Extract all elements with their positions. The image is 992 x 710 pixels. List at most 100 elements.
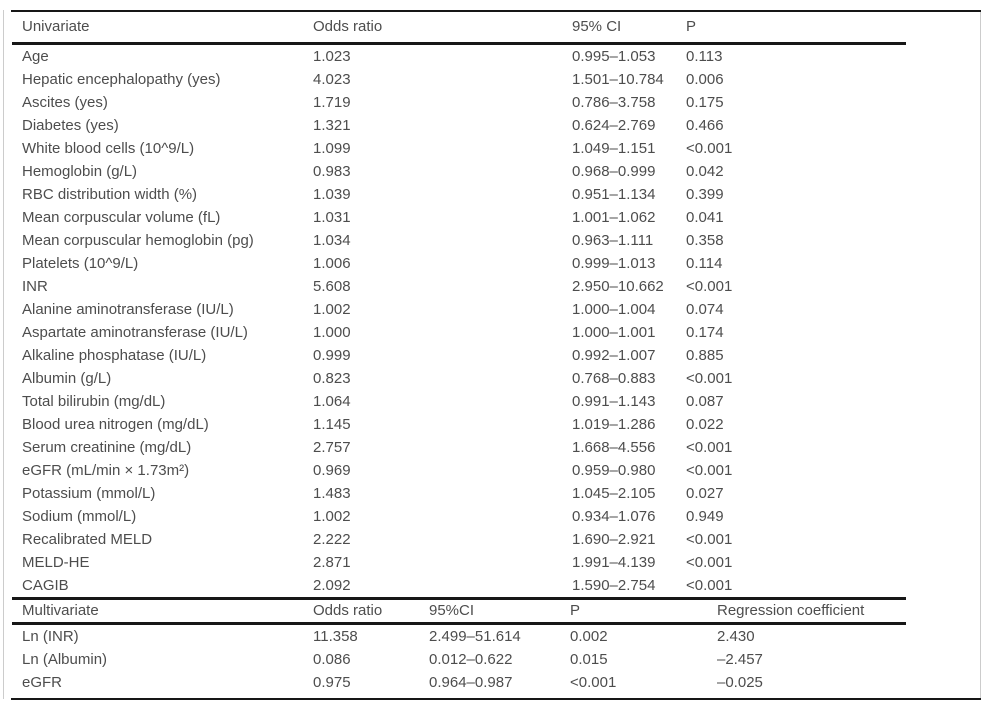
ci-cell: 0.963–1.111 <box>572 232 654 249</box>
multivariate-header-row: Multivariate Odds ratio 95%CI P Regression c… <box>11 600 981 622</box>
table-row: Sodium (mmol/L) 1.002 0.934–1.076 0.949 <box>11 505 981 528</box>
odds-ratio-cell: 1.000 <box>313 324 351 341</box>
regression-coefficient-cell: –2.457 <box>717 651 763 668</box>
table-row: CAGIB 2.092 1.590–2.754 <0.001 <box>11 574 981 597</box>
ci-cell: 0.786–3.758 <box>572 94 656 111</box>
variable-cell: Total bilirubin (mg/dL) <box>22 393 166 410</box>
p-value-cell: 0.113 <box>686 48 723 65</box>
ci-cell: 2.499–51.614 <box>429 628 521 645</box>
odds-ratio-cell: 1.719 <box>313 94 351 111</box>
p-value-cell: <0.001 <box>686 439 733 456</box>
variable-cell: Alanine aminotransferase (IU/L) <box>22 301 234 318</box>
table-row: eGFR 0.975 0.964–0.987 <0.001 –0.025 <box>11 671 981 694</box>
ci-cell: 0.959–0.980 <box>572 462 656 479</box>
table-row: Alanine aminotransferase (IU/L) 1.002 1.00… <box>11 298 981 321</box>
ci-cell: 0.995–1.053 <box>572 48 656 65</box>
variable-cell: Albumin (g/L) <box>22 370 112 387</box>
variable-cell: CAGIB <box>22 577 69 594</box>
variable-cell: Potassium (mmol/L) <box>22 485 156 502</box>
table-row: Diabetes (yes) 1.321 0.624–2.769 0.466 <box>11 114 981 137</box>
p-value-cell: 0.885 <box>686 347 724 364</box>
odds-ratio-cell: 0.823 <box>313 370 351 387</box>
ci-cell: 1.019–1.286 <box>572 416 656 433</box>
p-value-cell: <0.001 <box>686 531 733 548</box>
variable-cell: INR <box>22 278 48 295</box>
column-header: Odds ratio <box>313 18 383 35</box>
variable-cell: MELD-HE <box>22 554 90 571</box>
table-top-rule <box>11 10 981 12</box>
odds-ratio-cell: 2.092 <box>313 577 351 594</box>
odds-ratio-cell: 1.002 <box>313 508 351 525</box>
table-row: Potassium (mmol/L) 1.483 1.045–2.105 0.027 <box>11 482 981 505</box>
table-row: Hemoglobin (g/L) 0.983 0.968–0.999 0.042 <box>11 160 981 183</box>
p-value-cell: 0.022 <box>686 416 724 433</box>
table-row: Ln (Albumin) 0.086 0.012–0.622 0.015 –2.457 <box>11 648 981 671</box>
table-row: Aspartate aminotransferase (IU/L) 1.000 1.… <box>11 321 981 344</box>
variable-cell: Alkaline phosphatase (IU/L) <box>22 347 207 364</box>
ci-cell: 0.934–1.076 <box>572 508 656 525</box>
ci-cell: 0.992–1.007 <box>572 347 656 364</box>
p-value-cell: 0.087 <box>686 393 724 410</box>
ci-cell: 1.000–1.004 <box>572 301 656 318</box>
p-value-cell: 0.074 <box>686 301 724 318</box>
variable-cell: Serum creatinine (mg/dL) <box>22 439 192 456</box>
univariate-header-row: Univariate Odds ratio 95% CI P <box>11 12 981 42</box>
table-row: Ln (INR) 11.358 2.499–51.614 0.002 2.430 <box>11 625 981 648</box>
odds-ratio-cell: 0.969 <box>313 462 351 479</box>
variable-cell: White blood cells (10^9/L) <box>22 140 195 157</box>
odds-ratio-cell: 0.983 <box>313 163 351 180</box>
odds-ratio-cell: 11.358 <box>313 628 358 645</box>
p-value-cell: <0.001 <box>570 674 617 691</box>
ci-cell: 0.768–0.883 <box>572 370 656 387</box>
odds-ratio-cell: 0.086 <box>313 651 351 668</box>
ci-cell: 1.991–4.139 <box>572 554 656 571</box>
ci-cell: 0.624–2.769 <box>572 117 656 134</box>
p-value-cell: 0.042 <box>686 163 724 180</box>
odds-ratio-cell: 1.145 <box>313 416 351 433</box>
table-row: Platelets (10^9/L) 1.006 0.999–1.013 0.114 <box>11 252 981 275</box>
univariate-body: Age 1.023 0.995–1.053 0.113 Hepatic encephal… <box>11 45 981 597</box>
p-value-cell: 0.399 <box>686 186 724 203</box>
multivariate-top-rule <box>12 597 906 600</box>
p-value-cell: <0.001 <box>686 577 733 594</box>
odds-ratio-cell: 1.006 <box>313 255 351 272</box>
odds-ratio-cell: 0.975 <box>313 674 351 691</box>
p-value-cell: 0.015 <box>570 651 608 668</box>
table-bottom-rule <box>11 698 981 700</box>
regression-results-table: Univariate Odds ratio 95% CI P Age 1.023 0.99… <box>11 10 981 700</box>
odds-ratio-cell: 5.608 <box>313 278 351 295</box>
ci-cell: 1.001–1.062 <box>572 209 656 226</box>
table-row: Mean corpuscular volume (fL) 1.031 1.001–1… <box>11 206 981 229</box>
table-row: White blood cells (10^9/L) 1.099 1.049–1.1… <box>11 137 981 160</box>
ci-cell: 0.012–0.622 <box>429 651 513 668</box>
variable-cell: Mean corpuscular volume (fL) <box>22 209 221 226</box>
odds-ratio-cell: 4.023 <box>313 71 351 88</box>
variable-cell: Age <box>22 48 49 65</box>
univariate-header-rule <box>12 42 906 45</box>
variable-cell: Hemoglobin (g/L) <box>22 163 138 180</box>
ci-cell: 2.950–10.662 <box>572 278 664 295</box>
variable-cell: Recalibrated MELD <box>22 531 153 548</box>
variable-cell: Diabetes (yes) <box>22 117 119 134</box>
odds-ratio-cell: 1.064 <box>313 393 351 410</box>
variable-cell: eGFR <box>22 674 63 691</box>
ci-cell: 0.968–0.999 <box>572 163 656 180</box>
table-row: MELD-HE 2.871 1.991–4.139 <0.001 <box>11 551 981 574</box>
table-row: Alkaline phosphatase (IU/L) 0.999 0.992–1.… <box>11 344 981 367</box>
p-value-cell: <0.001 <box>686 370 733 387</box>
column-header: P <box>686 18 697 35</box>
p-value-cell: <0.001 <box>686 554 733 571</box>
variable-cell: Ln (INR) <box>22 628 79 645</box>
ci-cell: 0.951–1.134 <box>572 186 656 203</box>
variable-cell: Hepatic encephalopathy (yes) <box>22 71 221 88</box>
multivariate-header-rule <box>12 622 906 625</box>
ci-cell: 1.000–1.001 <box>572 324 656 341</box>
p-value-cell: 0.027 <box>686 485 724 502</box>
column-header: Univariate <box>22 18 90 35</box>
odds-ratio-cell: 1.034 <box>313 232 351 249</box>
ci-cell: 1.690–2.921 <box>572 531 656 548</box>
variable-cell: Blood urea nitrogen (mg/dL) <box>22 416 209 433</box>
p-value-cell: 0.006 <box>686 71 724 88</box>
odds-ratio-cell: 1.099 <box>313 140 351 157</box>
regression-coefficient-cell: 2.430 <box>717 628 755 645</box>
